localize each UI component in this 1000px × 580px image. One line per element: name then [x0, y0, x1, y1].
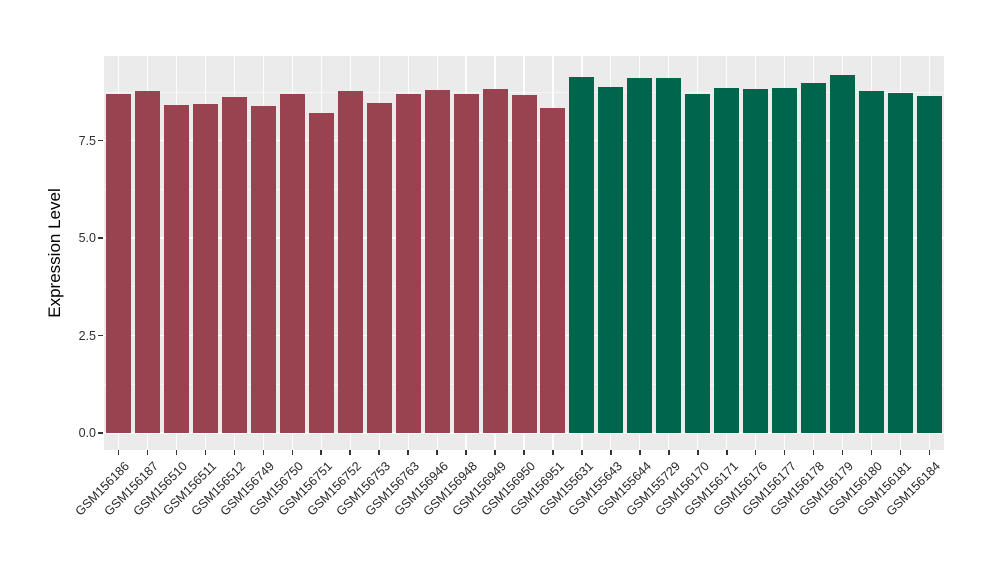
bar: [830, 74, 856, 433]
x-tick-mark: [117, 450, 120, 455]
x-tick-mark: [523, 450, 525, 455]
bar: [105, 93, 131, 433]
bar: [656, 77, 682, 433]
bar: [366, 102, 392, 433]
x-tick-mark: [204, 450, 207, 455]
x-tick-mark: [841, 450, 844, 455]
bar: [917, 95, 943, 433]
bar: [627, 77, 653, 433]
y-tick-mark: [98, 237, 103, 239]
bar: [163, 104, 189, 433]
x-tick-mark: [552, 450, 554, 455]
x-tick-mark: [494, 450, 496, 455]
y-axis-title: Expression Level: [45, 188, 64, 318]
bar: [250, 105, 276, 433]
bar: [337, 91, 363, 433]
bar: [511, 95, 537, 433]
x-tick-mark: [262, 450, 265, 455]
bar: [743, 88, 769, 433]
x-tick-mark: [291, 450, 294, 455]
bar: [714, 87, 740, 433]
x-tick-mark: [726, 450, 728, 455]
x-tick-mark: [668, 450, 670, 455]
x-tick-mark: [233, 450, 236, 455]
y-tick-label: 2.5: [78, 328, 96, 343]
bar: [453, 93, 479, 433]
bar: [424, 90, 450, 433]
x-tick-mark: [175, 450, 178, 455]
bar: [598, 86, 624, 433]
x-tick-mark: [465, 450, 467, 455]
x-tick-mark: [928, 450, 931, 455]
bar: [540, 107, 566, 433]
bar: [801, 83, 827, 433]
y-tick-mark: [98, 334, 103, 337]
x-tick-mark: [349, 450, 351, 455]
x-tick-mark: [812, 450, 815, 455]
x-tick-mark: [436, 450, 438, 455]
x-tick-mark: [639, 450, 641, 455]
bar: [134, 90, 160, 433]
bar: [569, 77, 595, 433]
bar: [772, 87, 798, 433]
bar: [308, 113, 334, 433]
bar: [482, 88, 508, 433]
x-tick-mark: [610, 450, 612, 455]
x-tick-mark: [407, 450, 409, 455]
bar: [192, 104, 218, 433]
y-tick-label: 5.0: [78, 231, 96, 246]
y-tick-mark: [98, 139, 103, 142]
x-tick-mark: [146, 450, 149, 455]
x-tick-mark: [581, 450, 583, 455]
x-tick-mark: [870, 450, 873, 455]
bar: [859, 90, 885, 433]
x-tick-mark: [378, 450, 380, 455]
y-tick-mark: [98, 432, 103, 434]
x-tick-mark: [899, 450, 902, 455]
y-tick-label: 0.0: [78, 426, 96, 440]
x-tick-mark: [697, 450, 699, 455]
bar: [888, 93, 914, 433]
x-tick-mark: [783, 450, 786, 455]
x-tick-mark: [754, 450, 757, 455]
bar: [685, 93, 711, 433]
x-tick-mark: [320, 450, 322, 455]
bar: [279, 93, 305, 433]
bar: [395, 93, 421, 433]
bar: [221, 96, 247, 433]
plot-panel: [104, 56, 944, 450]
y-tick-label: 7.5: [78, 133, 96, 148]
